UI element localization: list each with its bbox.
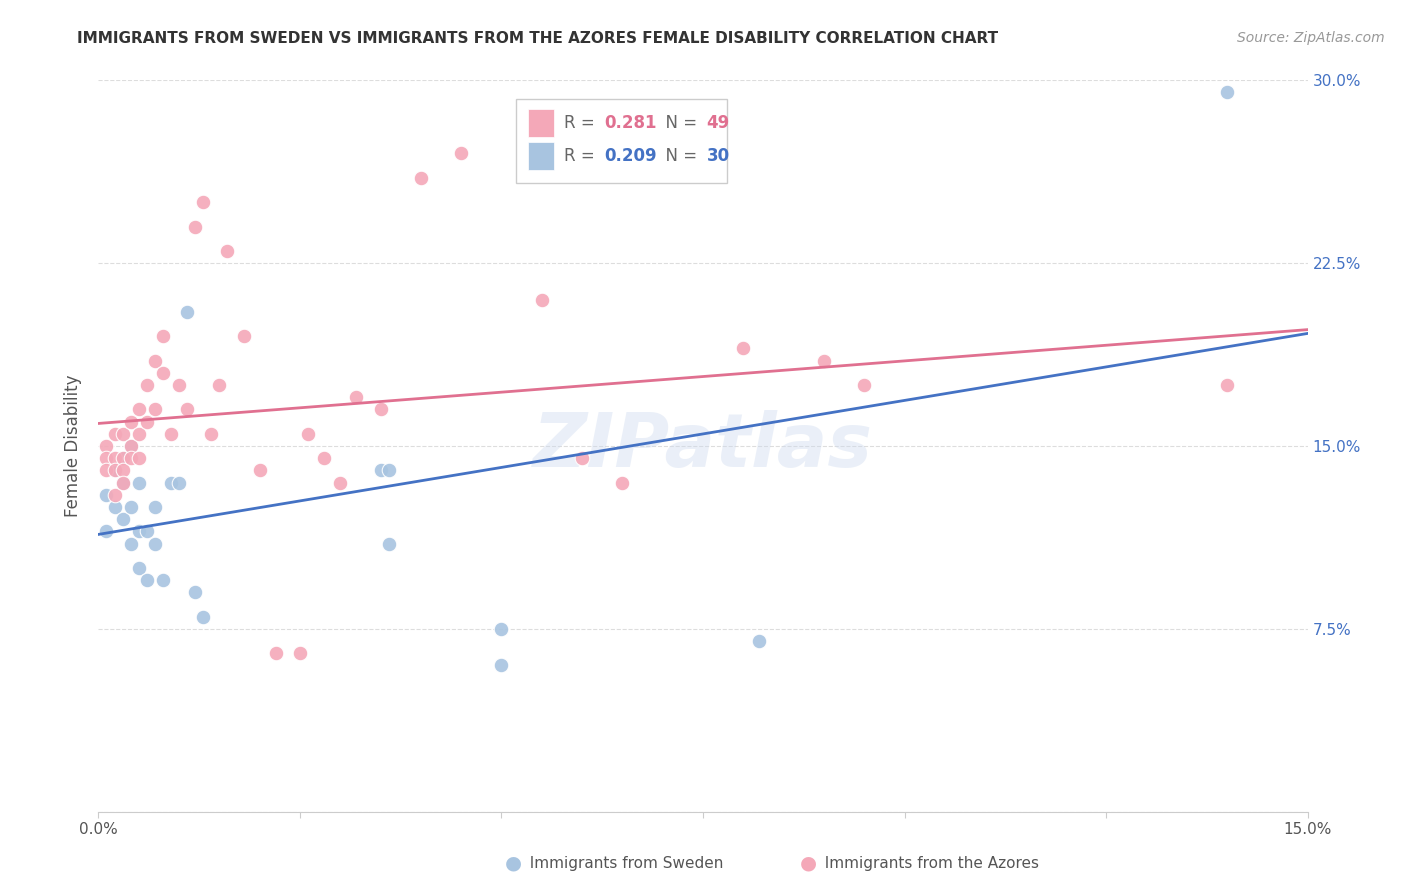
Point (103, 463, 125, 477)
Point (200, 426, 222, 441)
Point (103, 463, 125, 477)
Point (111, 451, 134, 466)
Text: 0.209: 0.209 (603, 146, 657, 165)
Text: N =: N = (655, 146, 702, 165)
Point (612, 475, 634, 490)
Point (96, 524, 118, 539)
Point (297, 426, 319, 441)
Point (813, 353, 835, 368)
Point (96, 439, 118, 453)
Point (111, 512, 134, 526)
Point (329, 475, 352, 490)
Point (217, 244, 239, 258)
Text: 30: 30 (707, 146, 730, 165)
Point (571, 451, 593, 466)
Point (530, 293, 553, 307)
Point (409, 170, 432, 185)
Point (128, 524, 150, 539)
Point (733, 342, 755, 356)
FancyBboxPatch shape (527, 142, 554, 169)
Point (370, 463, 392, 477)
Point (128, 402, 150, 417)
Point (176, 402, 198, 417)
Point (135, 378, 157, 392)
Point (135, 415, 157, 429)
Point (120, 500, 142, 514)
Point (167, 378, 190, 392)
Point (143, 500, 166, 514)
Point (377, 463, 399, 477)
Point (111, 426, 134, 441)
Point (143, 536, 166, 550)
Point (314, 451, 336, 466)
Point (1216, 378, 1239, 392)
Point (167, 475, 190, 490)
Point (184, 219, 207, 234)
Point (111, 451, 134, 466)
Point (103, 451, 125, 466)
Point (120, 415, 142, 429)
Text: 49: 49 (707, 113, 730, 132)
Text: ZIPatlas: ZIPatlas (533, 409, 873, 483)
Point (288, 646, 311, 660)
Point (111, 475, 134, 490)
Text: ●: ● (800, 854, 817, 873)
Point (103, 488, 125, 502)
Point (176, 305, 198, 319)
Point (152, 329, 174, 343)
Point (160, 475, 183, 490)
Point (96, 451, 118, 466)
Point (135, 573, 157, 587)
Point (193, 609, 215, 624)
Point (491, 658, 513, 673)
Point (103, 426, 125, 441)
Point (249, 463, 271, 477)
Point (120, 536, 142, 550)
Y-axis label: Female Disability: Female Disability (65, 375, 83, 517)
Point (370, 402, 392, 417)
Text: R =: R = (564, 146, 600, 165)
Point (1216, 86, 1239, 100)
Point (128, 451, 150, 466)
Point (344, 390, 367, 404)
Point (103, 500, 125, 514)
Text: IMMIGRANTS FROM SWEDEN VS IMMIGRANTS FROM THE AZORES FEMALE DISABILITY CORRELATI: IMMIGRANTS FROM SWEDEN VS IMMIGRANTS FRO… (77, 31, 998, 46)
Text: 0.281: 0.281 (603, 113, 657, 132)
Point (128, 426, 150, 441)
Point (377, 536, 399, 550)
Point (143, 402, 166, 417)
Point (184, 585, 207, 599)
Point (193, 195, 215, 210)
Point (152, 573, 174, 587)
Point (264, 646, 287, 660)
Text: Immigrants from Sweden: Immigrants from Sweden (520, 856, 724, 871)
Point (208, 378, 231, 392)
FancyBboxPatch shape (516, 99, 727, 183)
Point (120, 439, 142, 453)
Point (111, 463, 134, 477)
Text: N =: N = (655, 113, 702, 132)
Point (96, 488, 118, 502)
Point (128, 561, 150, 575)
Point (450, 146, 472, 161)
Point (111, 475, 134, 490)
Point (152, 366, 174, 380)
Text: R =: R = (564, 113, 600, 132)
Point (748, 634, 770, 648)
Point (120, 439, 142, 453)
Point (135, 524, 157, 539)
Point (853, 378, 876, 392)
FancyBboxPatch shape (527, 109, 554, 136)
Point (143, 353, 166, 368)
Point (232, 329, 254, 343)
Point (128, 475, 150, 490)
Text: ●: ● (505, 854, 522, 873)
Point (491, 622, 513, 636)
Text: Source: ZipAtlas.com: Source: ZipAtlas.com (1237, 31, 1385, 45)
Point (96, 463, 118, 477)
Point (160, 426, 183, 441)
Text: Immigrants from the Azores: Immigrants from the Azores (815, 856, 1039, 871)
Point (120, 451, 142, 466)
